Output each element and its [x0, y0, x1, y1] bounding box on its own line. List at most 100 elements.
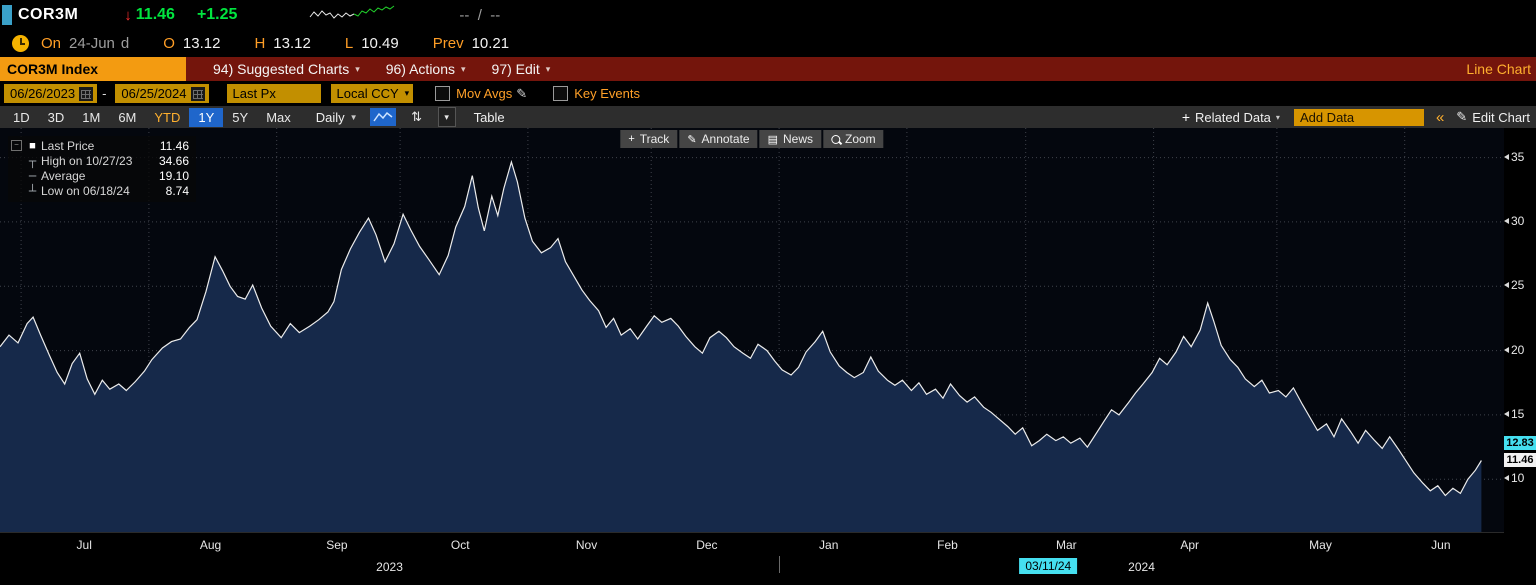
intraday-sparkline	[310, 5, 395, 19]
collapse-chevrons-button[interactable]: «	[1435, 108, 1445, 126]
x-axis-label-jun: Jun	[1431, 538, 1451, 552]
currency-value: Local CCY	[336, 86, 399, 101]
chart-area: − ■ Last Price 11.46 ┬ High on 10/27/23 34.66 ─…	[0, 128, 1536, 585]
plus-icon: +	[1181, 109, 1191, 125]
legend-collapse-toggle[interactable]: −	[11, 140, 22, 151]
year-band: 2023 2024 03/11/24	[0, 556, 1536, 585]
ticker-symbol: COR3M	[18, 6, 79, 23]
legend-row-low: ┴ Low on 06/18/24 8.74	[11, 183, 189, 198]
low-value: 10.49	[361, 35, 399, 52]
x-axis-label-jan: Jan	[819, 538, 839, 552]
plus-icon: +	[628, 133, 635, 145]
price-source-select[interactable]: Last Px	[226, 84, 321, 103]
on-label: On	[41, 35, 62, 52]
chevron-down-icon: ▾	[355, 63, 360, 74]
menu-items: 94) Suggested Charts ▾ 96) Actions ▾ 97) Edi…	[200, 57, 563, 81]
year-label-2024: 2024	[1128, 560, 1155, 574]
plot-region[interactable]: − ■ Last Price 11.46 ┬ High on 10/27/23 34.66 ─…	[0, 128, 1504, 532]
frequency-select[interactable]: Daily ▼	[316, 110, 358, 125]
tick-arrow-icon	[1504, 153, 1509, 160]
chevron-down-icon: ▼	[349, 112, 358, 122]
compare-sort-button[interactable]: ⇅	[411, 109, 423, 124]
y-axis-label: 30	[1504, 214, 1524, 228]
x-axis-label-feb: Feb	[937, 538, 958, 552]
x-axis-label-aug: Aug	[199, 538, 222, 552]
last-price: 11.46	[135, 6, 175, 23]
chart-overlay-toolbar: + Track ✎ Annotate ▤ News Zoom	[620, 130, 884, 148]
period-tab-6m[interactable]: 6M	[118, 109, 137, 125]
period-bar: 1D 3D 1M 6M YTD 1Y 5Y Max Daily ▼ ⇅ ▾ Table + R…	[0, 106, 1536, 128]
bid-ask: -- / --	[459, 6, 501, 24]
quote-bar: COR3M ↓ 11.46 +1.25 -- / --	[0, 0, 1536, 30]
date-range-separator: -	[102, 86, 107, 101]
start-date-field[interactable]: 06/26/2023	[4, 84, 98, 103]
x-axis-label-apr: Apr	[1180, 538, 1199, 552]
high-value: 13.12	[273, 35, 311, 52]
legend-value: 8.74	[165, 183, 189, 198]
legend-label: Low on 06/18/24	[41, 183, 130, 198]
legend-row-high: ┬ High on 10/27/23 34.66	[11, 153, 189, 168]
period-tabs: 1D 3D 1M 6M YTD 1Y 5Y Max	[4, 107, 300, 127]
y-axis-label: 10	[1504, 471, 1524, 485]
table-button[interactable]: Table	[473, 109, 505, 125]
key-events-checkbox[interactable]	[553, 86, 569, 101]
period-tab-1y[interactable]: 1Y	[189, 107, 224, 127]
mov-avgs-checkbox[interactable]	[435, 86, 451, 101]
line-chart-icon	[372, 111, 393, 122]
chevron-down-icon: ▾	[404, 88, 410, 98]
price-source-value: Last Px	[232, 86, 276, 101]
legend-label: High on 10/27/23	[41, 153, 133, 168]
chart-type-label[interactable]: Line Chart	[1466, 61, 1531, 77]
menu-item-0[interactable]: 94) Suggested Charts ▾	[213, 61, 360, 77]
period-tab-1m[interactable]: 1M	[82, 109, 101, 125]
x-axis-label-mar: Mar	[1055, 538, 1077, 552]
legend-label: Last Price	[41, 138, 95, 153]
track-button[interactable]: + Track	[620, 130, 678, 148]
end-date-field[interactable]: 06/25/2024	[115, 84, 209, 103]
year-label-2023: 2023	[376, 560, 403, 574]
session-bar: On 24-Jun d O 13.12 H 13.12 L 10.49 Prev…	[0, 30, 1536, 57]
edit-pencil-icon: ✎	[1456, 109, 1468, 124]
currency-select[interactable]: Local CCY ▾	[330, 84, 414, 103]
low-label: L	[344, 35, 354, 52]
start-date-value: 06/26/2023	[10, 86, 76, 101]
legend-marker-average-icon: ─	[28, 168, 37, 183]
y-axis-label: 25	[1504, 278, 1524, 292]
x-axis-label-sep: Sep	[326, 538, 348, 552]
legend-value: 19.10	[158, 168, 189, 183]
security-field[interactable]: COR3M Index	[0, 57, 186, 81]
period-tab-ytd[interactable]: YTD	[154, 109, 181, 125]
zoom-button[interactable]: Zoom	[823, 130, 884, 148]
menu-item-2[interactable]: 97) Edit ▾	[491, 61, 551, 77]
related-data-button[interactable]: Related Data	[1195, 109, 1271, 125]
price-down-arrow-icon: ↓	[124, 6, 132, 24]
calendar-icon[interactable]	[79, 86, 94, 101]
add-data-input[interactable]: Add Data	[1293, 108, 1424, 126]
ticker-color-swatch	[2, 5, 12, 25]
annotate-button[interactable]: ✎ Annotate	[679, 130, 758, 148]
key-events-label: Key Events	[574, 86, 640, 101]
period-tab-max[interactable]: Max	[266, 109, 291, 125]
line-chart-type-button[interactable]	[369, 108, 396, 126]
session-freq: d	[120, 35, 130, 52]
year-divider	[779, 556, 781, 573]
period-tab-3d[interactable]: 3D	[47, 109, 65, 125]
legend-marker-high-icon: ┬	[28, 153, 37, 168]
y-axis-label: 35	[1504, 150, 1524, 164]
mov-avgs-pencil-icon[interactable]: ✎	[516, 85, 528, 101]
news-icon: ▤	[767, 133, 778, 146]
prev-label: Prev	[432, 35, 464, 52]
news-button[interactable]: ▤ News	[759, 130, 821, 148]
price-area-chart[interactable]	[0, 128, 1504, 532]
edit-chart-button[interactable]: Edit Chart	[1472, 109, 1530, 125]
y-axis: 10 15 20 25 30 35 12.83 11.46	[1504, 128, 1536, 532]
period-tab-1d[interactable]: 1D	[13, 109, 30, 125]
calendar-icon[interactable]	[190, 86, 205, 101]
menu-item-1[interactable]: 96) Actions ▾	[385, 61, 466, 77]
legend-row-average: ─ Average 19.10	[11, 168, 189, 183]
x-axis-label-oct: Oct	[450, 538, 470, 552]
chart-options-dropdown[interactable]: ▾	[437, 107, 456, 127]
pencil-icon: ✎	[687, 133, 697, 146]
period-tab-5y[interactable]: 5Y	[232, 109, 249, 125]
